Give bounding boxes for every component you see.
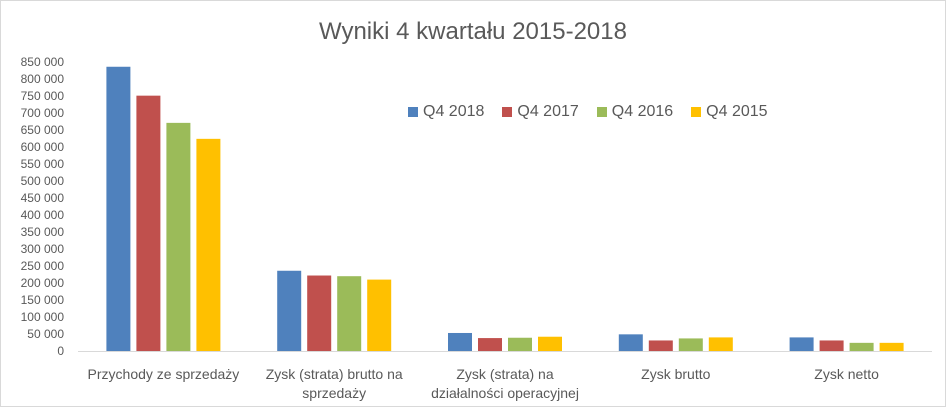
y-tick-label: 700 000 <box>21 106 65 120</box>
legend-label: Q4 2018 <box>423 103 485 120</box>
y-tick-label: 200 000 <box>21 276 65 290</box>
legend-swatch <box>502 107 513 117</box>
legend-item: Q4 2017 <box>502 103 579 121</box>
bar <box>879 342 904 351</box>
legend-item: Q4 2018 <box>408 103 484 121</box>
legend-item: Q4 2016 <box>596 103 674 121</box>
y-tick-label: 800 000 <box>21 72 65 86</box>
bar <box>367 279 392 351</box>
category-label: Przychody ze sprzedaży <box>88 366 240 382</box>
bar <box>789 337 814 351</box>
bar <box>448 332 472 351</box>
y-tick-label: 50 000 <box>27 327 64 341</box>
y-tick-label: 100 000 <box>21 310 65 324</box>
y-tick-label: 150 000 <box>21 293 65 307</box>
bar <box>508 337 532 351</box>
bar <box>277 270 302 351</box>
legend-label: Q4 2016 <box>611 103 674 120</box>
y-tick-label: 600 000 <box>21 140 65 154</box>
bar <box>337 276 362 351</box>
y-tick-label: 750 000 <box>21 89 65 103</box>
legend-label: Q4 2015 <box>706 103 768 120</box>
bar <box>618 334 643 351</box>
category-label: Zysk brutto <box>641 366 710 382</box>
bar <box>849 342 874 351</box>
bar <box>538 336 562 351</box>
y-tick-label: 850 000 <box>21 55 65 69</box>
y-tick-label: 650 000 <box>21 123 65 137</box>
bar <box>648 340 673 351</box>
y-tick-label: 450 000 <box>21 191 65 205</box>
bar <box>106 66 131 351</box>
category-label: Zysk netto <box>814 366 879 382</box>
y-tick-label: 0 <box>57 344 64 358</box>
bar <box>819 340 844 351</box>
bar <box>478 338 502 351</box>
bar <box>678 338 703 351</box>
legend-swatch <box>691 107 702 117</box>
bar <box>196 138 221 351</box>
category-label: Zysk (strata) na <box>456 366 553 382</box>
category-label: działalności operacyjnej <box>431 385 579 401</box>
chart-title: Wyniki 4 kwartału 2015-2018 <box>319 18 627 45</box>
category-label: sprzedaży <box>302 385 366 401</box>
legend-item: Q4 2015 <box>691 103 768 121</box>
bar <box>708 337 733 351</box>
legend: Q4 2018 Q4 2017 Q4 2016 Q4 2015 <box>408 103 768 121</box>
category-label: Zysk (strata) brutto na <box>266 366 403 382</box>
y-tick-label: 500 000 <box>21 174 65 188</box>
bar <box>166 122 191 351</box>
y-tick-label: 400 000 <box>21 208 65 222</box>
legend-label: Q4 2017 <box>517 103 579 120</box>
bar <box>136 95 161 351</box>
y-tick-label: 350 000 <box>21 225 65 239</box>
y-tick-label: 300 000 <box>21 242 65 256</box>
y-tick-label: 550 000 <box>21 157 65 171</box>
legend-swatch <box>596 107 607 117</box>
bar <box>307 275 332 351</box>
y-tick-label: 250 000 <box>21 259 65 273</box>
legend-swatch <box>408 107 418 117</box>
